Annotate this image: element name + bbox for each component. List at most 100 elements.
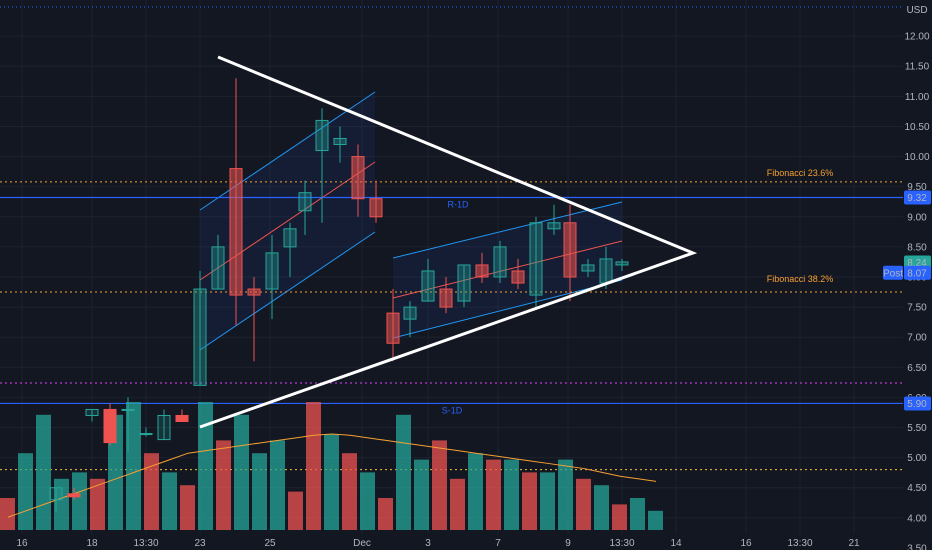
candle-body [421, 270, 435, 302]
y-tick-label: 12.00 [904, 32, 929, 43]
candle-body [529, 222, 543, 296]
volume-bar [630, 498, 645, 530]
y-tick-label: 11.50 [905, 62, 930, 73]
y-tick-label: 5.50 [907, 423, 927, 434]
y-tick-label: 5.00 [907, 453, 927, 464]
candle-body [615, 261, 629, 266]
volume-bar [234, 414, 249, 530]
y-tick-label: 10.00 [904, 152, 929, 163]
candle-body [247, 288, 261, 296]
volume-area-candle [49, 487, 63, 501]
volume-bar [108, 414, 123, 530]
volume-bar [468, 453, 483, 530]
r1d-value: 9.32 [907, 193, 927, 204]
y-tick-label: 4.50 [907, 483, 927, 494]
candle-body [403, 306, 417, 320]
volume-bar [198, 402, 213, 530]
y-tick-label: 8.50 [907, 242, 927, 253]
post-price-value: 8.07 [907, 268, 927, 279]
y-tick-label: 7.00 [907, 333, 927, 344]
triangle-pattern [199, 55, 698, 429]
volume-area-candle [157, 414, 171, 441]
volume-bar [576, 478, 591, 530]
volume-area-candle [85, 408, 99, 416]
x-tick-label: 16 [16, 538, 28, 549]
y-tick-label: 7.50 [907, 303, 927, 314]
volume-bar [54, 478, 69, 530]
volume-area-candle [139, 433, 153, 436]
y-tick-label: 3.50 [907, 543, 927, 550]
y-tick-label: 9.00 [907, 212, 927, 223]
volume-bar [252, 453, 267, 530]
candle-body [386, 312, 400, 344]
candle-body [229, 168, 243, 296]
candle-body [439, 288, 453, 308]
volume-bar [540, 472, 555, 530]
candle-body [563, 222, 577, 278]
candle-body [315, 119, 329, 152]
candle-body [511, 270, 525, 284]
volume-bar [36, 414, 51, 530]
fib-236-label: Fibonacci 23.6% [767, 168, 834, 178]
volume-area-candle [121, 408, 135, 411]
volume-bar [648, 510, 663, 530]
volume-bar [612, 504, 627, 530]
r1d-badge [904, 190, 931, 205]
candle-body [193, 288, 207, 386]
currency-label: USD [906, 5, 927, 16]
s1d-value: 5.90 [907, 399, 927, 410]
x-tick-label: 13:30 [609, 538, 634, 549]
fib-382-label: Fibonacci 38.2% [767, 274, 834, 284]
candle-body [211, 246, 225, 290]
candle-body [298, 192, 312, 212]
x-tick-label: 9 [565, 538, 571, 549]
y-tick-label: 11.00 [905, 92, 930, 103]
x-tick-label: 18 [86, 538, 98, 549]
x-tick-label: 3 [425, 538, 431, 549]
volume-bar [558, 459, 573, 530]
channel-right-upper [392, 201, 623, 259]
post-price-tag: Post [883, 268, 903, 279]
volume-bar [126, 402, 141, 530]
channel-right-lower [392, 279, 623, 339]
candle-body [351, 156, 365, 200]
volume-bar [90, 478, 105, 530]
volume-bar [72, 472, 87, 530]
volume-bar [522, 472, 537, 530]
volume-bar [180, 485, 195, 530]
volume-bar [378, 498, 393, 530]
volume-bar [216, 440, 231, 530]
volume-bar [360, 472, 375, 530]
candle-body [581, 264, 595, 272]
volume-bar [270, 440, 285, 530]
current-price-value: 8.24 [907, 258, 927, 269]
r1d-label: R-1D [447, 200, 469, 210]
x-tick-label: 23 [194, 538, 206, 549]
y-tick-label: 10.50 [904, 122, 929, 133]
candle-body [599, 258, 613, 284]
candle-body [457, 264, 471, 302]
x-tick-label: Dec [353, 538, 371, 549]
y-tick-label: 4.00 [907, 513, 927, 524]
volume-bar [18, 453, 33, 530]
volume-bar [450, 478, 465, 530]
x-tick-label: 16 [740, 538, 752, 549]
channel-right-mid [392, 240, 623, 299]
y-tick-label: 6.50 [907, 363, 927, 374]
s1d-badge [904, 396, 931, 411]
candle-body [283, 228, 297, 248]
volume-area-candle [103, 408, 117, 444]
x-axis-area [0, 534, 903, 550]
volume-bar [504, 459, 519, 530]
candle-body [493, 246, 507, 278]
candle-body [369, 198, 383, 218]
x-tick-label: 21 [848, 538, 860, 549]
volume-bar [594, 485, 609, 530]
candle-body [333, 137, 347, 146]
volume-bar [342, 453, 357, 530]
candle-body [265, 252, 279, 290]
post-price-badge [904, 265, 931, 280]
volume-bar [162, 472, 177, 530]
